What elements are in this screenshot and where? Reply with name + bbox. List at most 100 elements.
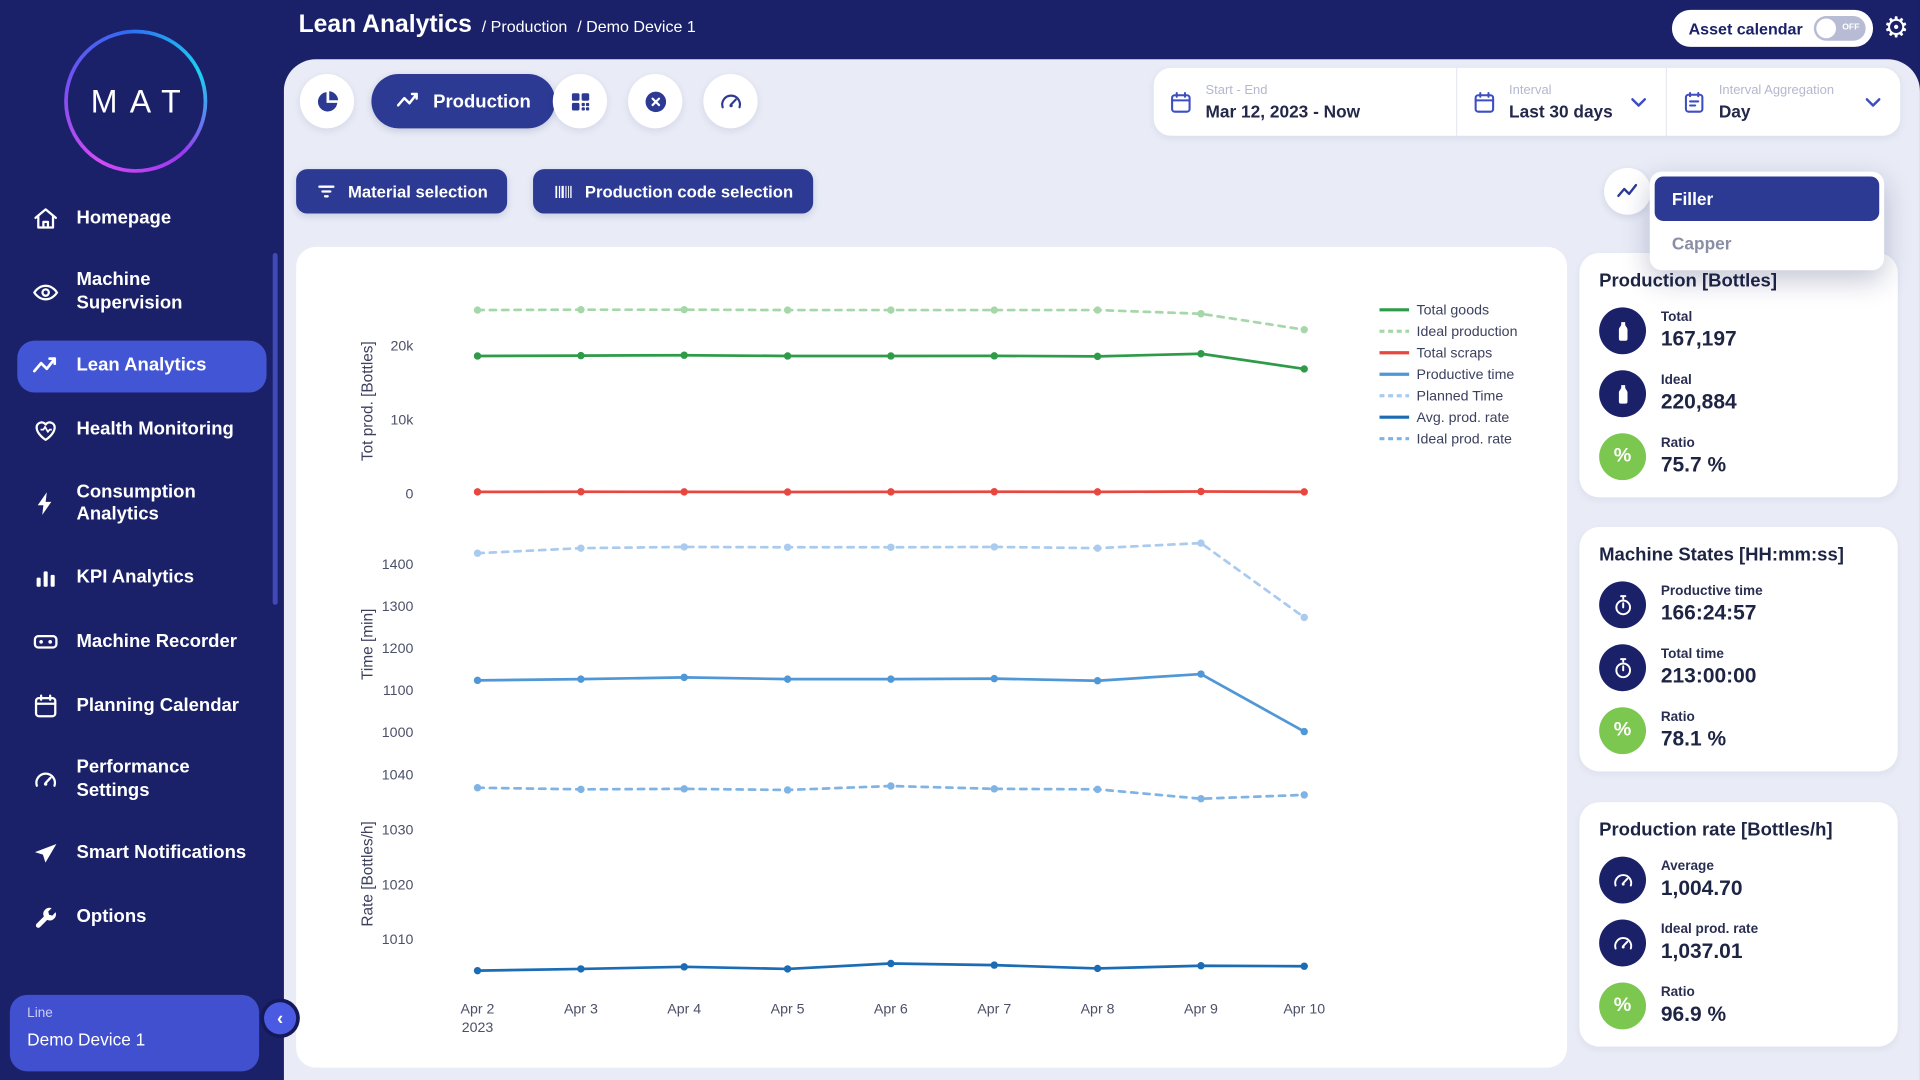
machine-chart-select-button[interactable] <box>1604 167 1651 215</box>
stat-value: 213:00:00 <box>1660 664 1757 688</box>
stat-row-ratio: % Ratio 78.1 % <box>1599 707 1878 755</box>
sidebar-item-label: Options <box>76 906 147 928</box>
rate-view-button[interactable] <box>703 74 758 129</box>
qr-grid-icon <box>567 88 593 114</box>
legend-label[interactable]: Ideal production <box>1417 324 1518 340</box>
data-point <box>577 544 585 552</box>
data-point <box>473 306 482 314</box>
chevron-down-icon <box>1861 89 1886 114</box>
y-tick-label: 1010 <box>382 932 414 948</box>
data-point <box>1093 488 1102 496</box>
line-selector[interactable]: Line Demo Device 1 <box>9 994 260 1072</box>
data-point <box>680 785 688 793</box>
legend-label[interactable]: Total goods <box>1417 303 1490 319</box>
sidebar-item-health-monitoring[interactable]: Health Monitoring <box>17 404 266 456</box>
chevron-down-icon <box>1626 89 1651 114</box>
legend-label[interactable]: Ideal prod. rate <box>1417 432 1513 448</box>
data-point <box>473 549 482 557</box>
gauge-icon <box>32 766 59 793</box>
production-tab-label: Production <box>433 90 531 112</box>
data-point <box>1197 670 1205 678</box>
dropdown-option-filler[interactable]: Filler <box>1654 176 1880 221</box>
sidebar-item-performance-settings[interactable]: Performance Settings <box>17 744 266 815</box>
data-point <box>1300 365 1308 373</box>
data-point <box>990 352 998 360</box>
data-point <box>1197 539 1205 547</box>
stat-row-ratio: % Ratio 96.9 % <box>1599 982 1878 1030</box>
recorder-icon <box>32 628 59 655</box>
production-code-selection-label: Production code selection <box>584 182 794 201</box>
x-tick-label: Apr 5 <box>771 1001 805 1017</box>
breadcrumb: Lean Analytics / Production / Demo Devic… <box>299 11 696 39</box>
data-point <box>680 543 688 551</box>
data-point <box>1197 487 1205 496</box>
data-point <box>1300 791 1308 799</box>
production-code-view-button[interactable] <box>552 74 608 129</box>
sidebar-item-label: Health Monitoring <box>76 418 234 440</box>
sidebar-item-options[interactable]: Options <box>17 892 266 944</box>
aggregation-value: Day <box>1718 101 1751 121</box>
data-point <box>577 305 585 314</box>
sidebar-item-consumption-analytics[interactable]: Consumption Analytics <box>17 468 266 539</box>
stat-label: Ratio <box>1660 709 1695 725</box>
material-selection-button[interactable]: Material selection <box>296 169 508 214</box>
production-stats-card: Production [Bottles] Total 167,197 Ideal… <box>1579 253 1898 498</box>
sidebar-scrollbar[interactable] <box>272 253 278 605</box>
pie-chart-view-button[interactable] <box>299 74 355 129</box>
production-tab[interactable]: Production <box>371 74 556 129</box>
aggregation-filter[interactable]: Interval Aggregation Day <box>1665 67 1900 136</box>
x-tick-label: Apr 9 <box>1184 1001 1218 1017</box>
start-end-filter[interactable]: Start - End Mar 12, 2023 - Now <box>1154 68 1456 136</box>
data-point <box>473 488 482 496</box>
stat-row-productive-time: Productive time 166:24:57 <box>1599 581 1878 629</box>
card-title: Production rate [Bottles/h] <box>1599 819 1833 841</box>
stat-value: 167,197 <box>1660 327 1737 351</box>
sidebar-collapse-button[interactable]: ‹ <box>264 1002 297 1035</box>
sidebar-item-machine-supervision[interactable]: Machine Supervision <box>17 257 266 328</box>
legend-label[interactable]: Productive time <box>1417 367 1515 383</box>
stopwatch-icon <box>1599 644 1647 692</box>
bottle-icon <box>1599 370 1647 418</box>
production-rate-card: Production rate [Bottles/h] Average 1,00… <box>1579 802 1898 1047</box>
sidebar-item-kpi-analytics[interactable]: KPI Analytics <box>17 552 266 604</box>
data-point <box>1300 488 1308 496</box>
legend-label[interactable]: Avg. prod. rate <box>1417 410 1510 426</box>
asset-calendar-switch[interactable]: OFF <box>1813 16 1866 41</box>
stat-label: Ideal <box>1660 372 1692 388</box>
data-point <box>1093 352 1102 361</box>
x-tick-label: Apr 6 <box>874 1001 908 1017</box>
home-icon <box>32 205 59 232</box>
settings-gear-icon[interactable]: ⚙ <box>1883 11 1909 44</box>
stat-row-average: Average 1,004.70 <box>1599 856 1878 904</box>
interval-filter[interactable]: Interval Last 30 days <box>1456 67 1666 136</box>
legend-label[interactable]: Total scraps <box>1417 346 1493 362</box>
production-code-selection-button[interactable]: Production code selection <box>533 169 813 214</box>
data-point <box>990 543 998 551</box>
sidebar-item-smart-notifications[interactable]: Smart Notifications <box>17 828 266 880</box>
data-point <box>783 786 792 794</box>
x-circle-icon <box>642 88 668 114</box>
sidebar-item-label: Machine Supervision <box>76 269 183 314</box>
data-point <box>1197 795 1205 803</box>
legend-label[interactable]: Planned Time <box>1417 389 1504 405</box>
scraps-view-button[interactable] <box>628 74 683 129</box>
sidebar-item-lean-analytics[interactable]: Lean Analytics <box>17 340 267 392</box>
dropdown-option-capper[interactable]: Capper <box>1671 233 1732 254</box>
data-point <box>1093 544 1102 552</box>
sidebar-item-label: KPI Analytics <box>76 566 195 588</box>
sidebar-item-machine-recorder[interactable]: Machine Recorder <box>17 616 266 668</box>
asset-calendar-toggle-pill[interactable]: Asset calendar OFF <box>1671 9 1874 47</box>
x-tick-label: Apr 8 <box>1081 1001 1115 1017</box>
y-tick-label: 1030 <box>382 822 414 838</box>
data-point <box>783 352 792 360</box>
x-tick-label: Apr 7 <box>977 1001 1011 1017</box>
y-tick-label: 1100 <box>383 683 414 699</box>
sidebar-item-planning-calendar[interactable]: Planning Calendar <box>17 680 266 732</box>
data-point <box>887 488 895 496</box>
sidebar-item-homepage[interactable]: Homepage <box>17 193 266 245</box>
data-point <box>1300 325 1308 334</box>
stat-value: 96.9 % <box>1660 1002 1727 1026</box>
stat-label: Average <box>1660 859 1714 874</box>
data-point <box>1093 785 1102 794</box>
